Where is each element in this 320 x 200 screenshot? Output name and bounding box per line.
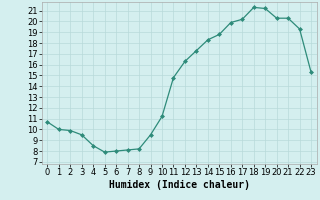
X-axis label: Humidex (Indice chaleur): Humidex (Indice chaleur) bbox=[109, 180, 250, 190]
